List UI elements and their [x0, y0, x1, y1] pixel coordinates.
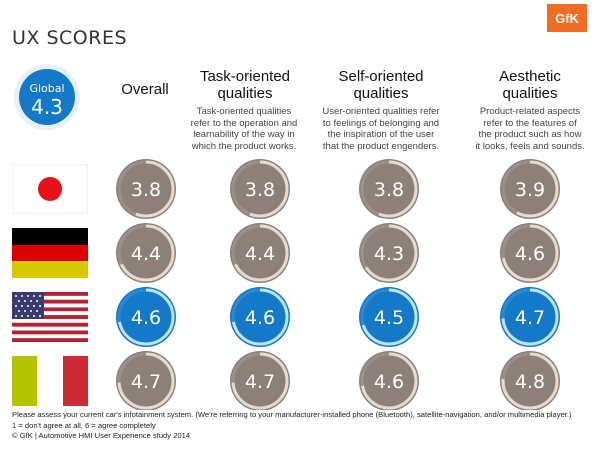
footer-question: Please assess your current car's infotai…: [12, 410, 572, 419]
score-label: 4.5: [374, 307, 404, 329]
score-mark: 3.8: [359, 159, 419, 219]
score-arc: [117, 224, 175, 282]
score-mark: 4.6: [230, 287, 290, 347]
global-label: Global: [29, 82, 64, 95]
score-grid: 3.8 3.8 3.8 3.9 4.4 4.4 4.3 4.6 4.6 4.6 4.5 4.7 4.7 4…: [116, 159, 560, 410]
score-circle: [230, 223, 290, 283]
score-mark: 4.6: [500, 223, 560, 283]
col-self-desc: User-oriented qualities refer to feeling…: [322, 106, 440, 152]
score-mark: 3.8: [230, 159, 290, 219]
score-label: 3.8: [131, 179, 161, 201]
col-task-title: Task-oriented qualities: [199, 68, 291, 102]
score-arc: [501, 224, 559, 282]
col-aesthetic-desc: Product-related aspects refer to the fea…: [475, 106, 585, 152]
score-mark: 4.7: [500, 287, 560, 347]
score-label: 4.4: [131, 243, 161, 265]
col-aesthetic-title: Aesthetic qualities: [499, 68, 561, 102]
score-mark: 4.6: [116, 287, 176, 347]
score-label: 3.8: [245, 179, 275, 201]
score-label: 3.8: [374, 179, 404, 201]
score-mark: 4.6: [359, 351, 419, 410]
col-task-desc: Task-oriented qualities refer to the ope…: [190, 106, 298, 152]
score-mark: 4.7: [116, 351, 176, 410]
score-circle: [116, 223, 176, 283]
score-circle: [500, 287, 560, 347]
japan-flag: [12, 164, 88, 214]
score-circle: [500, 223, 560, 283]
score-circle: [500, 159, 560, 219]
score-arc: [231, 160, 289, 218]
germany-flag: [12, 228, 88, 278]
score-circle: [500, 351, 560, 410]
score-arc: [117, 160, 175, 218]
score-label: 4.3: [374, 243, 404, 265]
score-label: 4.7: [245, 371, 275, 393]
score-mark: 4.5: [359, 287, 419, 347]
score-arc: [117, 288, 175, 346]
score-mark: 3.9: [500, 159, 560, 219]
global-value: 4.3: [31, 95, 63, 119]
score-arc: [360, 288, 418, 346]
score-arc: [231, 352, 289, 410]
score-mark: 4.3: [359, 223, 419, 283]
score-label: 3.9: [515, 179, 545, 201]
score-circle: [359, 159, 419, 219]
score-mark: 3.8: [116, 159, 176, 219]
score-label: 4.8: [515, 371, 545, 393]
score-arc: [231, 224, 289, 282]
score-mark: 4.4: [116, 223, 176, 283]
score-arc: [231, 288, 289, 346]
score-circle: [116, 287, 176, 347]
col-self-title: Self-oriented qualities: [338, 68, 424, 102]
score-arc: [360, 352, 418, 410]
score-arc: [501, 160, 559, 218]
score-arc: [360, 224, 418, 282]
italy-flag: [12, 356, 88, 406]
score-label: 4.6: [245, 307, 275, 329]
usa-flag: [12, 292, 88, 342]
footer-copyright: © GfK | Automotive HMI User Experience s…: [12, 431, 191, 440]
score-circle: [116, 159, 176, 219]
score-label: 4.7: [515, 307, 545, 329]
score-arc: [117, 352, 175, 410]
score-arc: [501, 352, 559, 410]
score-circle: [359, 223, 419, 283]
score-circle: [359, 351, 419, 410]
global-badge: Global 4.3: [14, 64, 80, 130]
footer-scale: 1 = don't agree at all, 6 = agree comple…: [12, 420, 156, 430]
score-circle: [230, 159, 290, 219]
score-label: 4.7: [131, 371, 161, 393]
score-label: 4.6: [515, 243, 545, 265]
score-arc: [360, 160, 418, 218]
score-mark: 4.8: [500, 351, 560, 410]
col-overall-title: Overall: [121, 81, 169, 98]
score-label: 4.4: [245, 243, 275, 265]
score-circle: [116, 351, 176, 410]
score-label: 4.6: [374, 371, 404, 393]
score-circle: [230, 351, 290, 410]
gfk-logo: GfK: [547, 4, 587, 32]
score-mark: 4.4: [230, 223, 290, 283]
score-mark: 4.7: [230, 351, 290, 410]
footer-note: Please assess your current car's infotai…: [12, 410, 592, 442]
score-circle: [230, 287, 290, 347]
score-arc: [501, 288, 559, 346]
page-title: UX SCORES: [12, 27, 128, 49]
score-label: 4.6: [131, 307, 161, 329]
score-circle: [359, 287, 419, 347]
